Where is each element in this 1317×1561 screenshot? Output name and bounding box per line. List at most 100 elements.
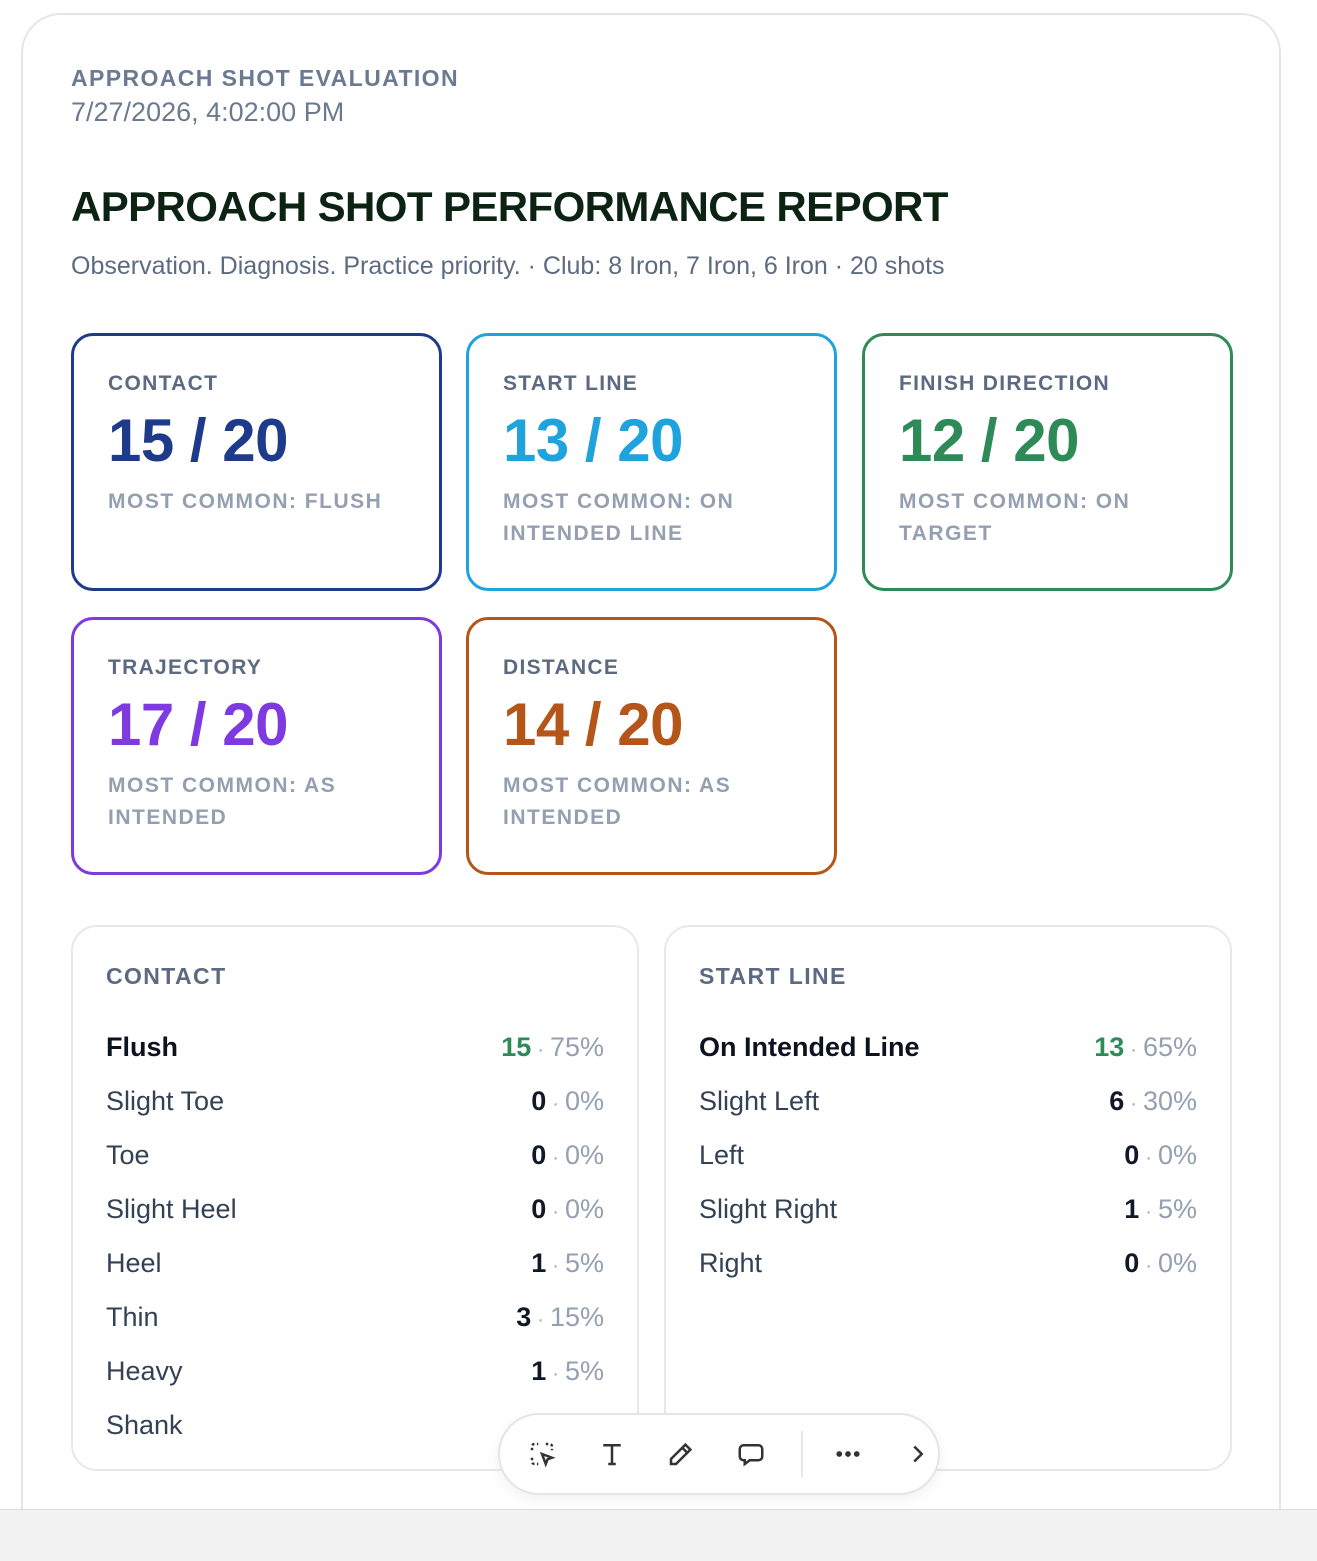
item-count: 0 — [1124, 1139, 1140, 1170]
item-percent: 0% — [1157, 1247, 1197, 1278]
item-separator: · — [1145, 1254, 1152, 1277]
start-line-breakdown-list: On Intended Line 13 · 65% Slight Left 6 · 30% Le… — [699, 1020, 1197, 1290]
item-separator: · — [1145, 1146, 1152, 1169]
stat-label: CONTACT — [108, 372, 219, 395]
item-label: Heel — [106, 1247, 162, 1278]
stat-label: TRAJECTORY — [108, 656, 263, 679]
stat-value: 15 / 20 — [108, 407, 289, 474]
item-stat: 0·0% — [531, 1194, 604, 1225]
item-label: Right — [699, 1247, 763, 1278]
item-count: 1 — [1124, 1193, 1140, 1224]
list-item: Slight Left 6 · 30% — [699, 1074, 1197, 1128]
item-percent: 0% — [564, 1139, 604, 1170]
item-label: Slight Left — [699, 1085, 820, 1116]
contact-breakdown-list: Flush 15 · 75% Slight Toe 0 · 0% Toe 0 · 0% Slight H… — [106, 1020, 604, 1452]
item-label: Slight Right — [699, 1193, 838, 1224]
stat-value: 17 / 20 — [108, 691, 289, 758]
item-label: Left — [699, 1139, 745, 1170]
item-stat: 0·0% — [1124, 1140, 1197, 1171]
item-percent: 0% — [1157, 1139, 1197, 1170]
item-count: 0 — [1124, 1247, 1140, 1278]
item-stat: 0·0% — [531, 1086, 604, 1117]
item-label: Shank — [106, 1409, 183, 1440]
stat-note: MOST COMMON: ON INTENDED LINE — [503, 490, 735, 545]
list-item: Slight Heel 0 · 0% — [106, 1182, 604, 1236]
item-separator: · — [537, 1038, 544, 1061]
list-item: Thin 3 · 15% — [106, 1290, 604, 1344]
panel-title: CONTACT — [106, 963, 227, 989]
list-item: Flush 15 · 75% — [106, 1020, 604, 1074]
stat-label: FINISH DIRECTION — [899, 372, 1110, 395]
item-count: 15 — [501, 1031, 532, 1062]
stat-value: 13 / 20 — [503, 407, 684, 474]
stat-label: START LINE — [503, 372, 639, 395]
stat-note: MOST COMMON: AS INTENDED — [503, 774, 732, 829]
item-separator: · — [552, 1092, 559, 1115]
more-icon[interactable] — [829, 1433, 869, 1475]
item-count: 3 — [516, 1301, 532, 1332]
item-separator: · — [552, 1146, 559, 1169]
list-item: Slight Right 1 · 5% — [699, 1182, 1197, 1236]
app-window: APPROACH SHOT EVALUATION 7/27/2026, 4:02… — [0, 0, 1317, 1510]
list-item: Heavy 1 · 5% — [106, 1344, 604, 1398]
item-stat: 1 · 5% — [531, 1356, 604, 1387]
item-percent: 65% — [1142, 1031, 1197, 1062]
report-timestamp: 7/27/2026, 4:02:00 PM — [71, 97, 345, 127]
item-percent: 0% — [564, 1085, 604, 1116]
item-separator: · — [537, 1308, 544, 1331]
item-stat: 1 · 5% — [1124, 1194, 1197, 1225]
item-stat: 13 · 65% — [1094, 1032, 1197, 1063]
item-stat: 15 · 75% — [501, 1032, 604, 1063]
item-separator: · — [552, 1362, 559, 1385]
item-count: 0 — [531, 1193, 547, 1224]
stat-value: 14 / 20 — [503, 691, 684, 758]
item-percent: 30% — [1142, 1085, 1197, 1116]
item-label: Toe — [106, 1139, 150, 1170]
stat-card-distance: DISTANCE 14 / 20 MOST COMMON: AS INTENDE… — [466, 617, 837, 875]
stat-note: MOST COMMON: FLUSH — [108, 490, 383, 513]
item-label: Flush — [106, 1031, 178, 1062]
item-separator: · — [1130, 1092, 1137, 1115]
item-stat: 0·0% — [531, 1140, 604, 1171]
annotation-toolbar — [498, 1413, 940, 1495]
item-percent: 0% — [564, 1193, 604, 1224]
item-separator: · — [552, 1200, 559, 1223]
chevron-right-icon[interactable] — [898, 1433, 938, 1475]
item-label: Thin — [106, 1301, 159, 1332]
item-separator: · — [552, 1254, 559, 1277]
item-label: Slight Heel — [106, 1193, 237, 1224]
stat-card-trajectory: TRAJECTORY 17 / 20 MOST COMMON: AS INTEN… — [71, 617, 442, 875]
comment-icon[interactable] — [731, 1433, 771, 1475]
select-area-icon[interactable] — [522, 1433, 562, 1475]
stat-card-contact: CONTACT 15 / 20 MOST COMMON: FLUSH — [71, 333, 442, 591]
item-percent: 5% — [1157, 1193, 1197, 1224]
pencil-icon[interactable] — [661, 1433, 701, 1475]
report-eyebrow: APPROACH SHOT EVALUATION — [71, 65, 459, 91]
stat-card-finish-direction: FINISH DIRECTION 12 / 20 MOST COMMON: ON… — [862, 333, 1233, 591]
report-subtitle: Observation. Diagnosis. Practice priorit… — [71, 252, 945, 280]
item-stat: 3 · 15% — [516, 1302, 604, 1333]
list-item: On Intended Line 13 · 65% — [699, 1020, 1197, 1074]
item-label: Heavy — [106, 1355, 183, 1386]
item-count: 1 — [531, 1355, 547, 1386]
item-count: 0 — [531, 1085, 547, 1116]
item-separator: · — [1130, 1038, 1137, 1061]
stat-value: 12 / 20 — [899, 407, 1080, 474]
list-item: Slight Toe 0 · 0% — [106, 1074, 604, 1128]
page-title: APPROACH SHOT PERFORMANCE REPORT — [71, 183, 948, 230]
item-stat: 6 · 30% — [1109, 1086, 1197, 1117]
text-icon[interactable] — [592, 1433, 632, 1475]
item-percent: 5% — [564, 1355, 604, 1386]
item-count: 0 — [531, 1139, 547, 1170]
item-count: 13 — [1094, 1031, 1125, 1062]
panel-title: START LINE — [699, 963, 847, 989]
stat-note: MOST COMMON: ON TARGET — [899, 490, 1131, 545]
report-card: APPROACH SHOT EVALUATION 7/27/2026, 4:02… — [21, 13, 1281, 1509]
list-item: Right 0 · 0% — [699, 1236, 1197, 1290]
list-item: Heel 1 · 5% — [106, 1236, 604, 1290]
item-label: Slight Toe — [106, 1085, 225, 1116]
item-percent: 5% — [564, 1247, 604, 1278]
item-stat: 1 · 5% — [531, 1248, 604, 1279]
toolbar-divider — [800, 1431, 803, 1477]
list-item: Left 0 · 0% — [699, 1128, 1197, 1182]
